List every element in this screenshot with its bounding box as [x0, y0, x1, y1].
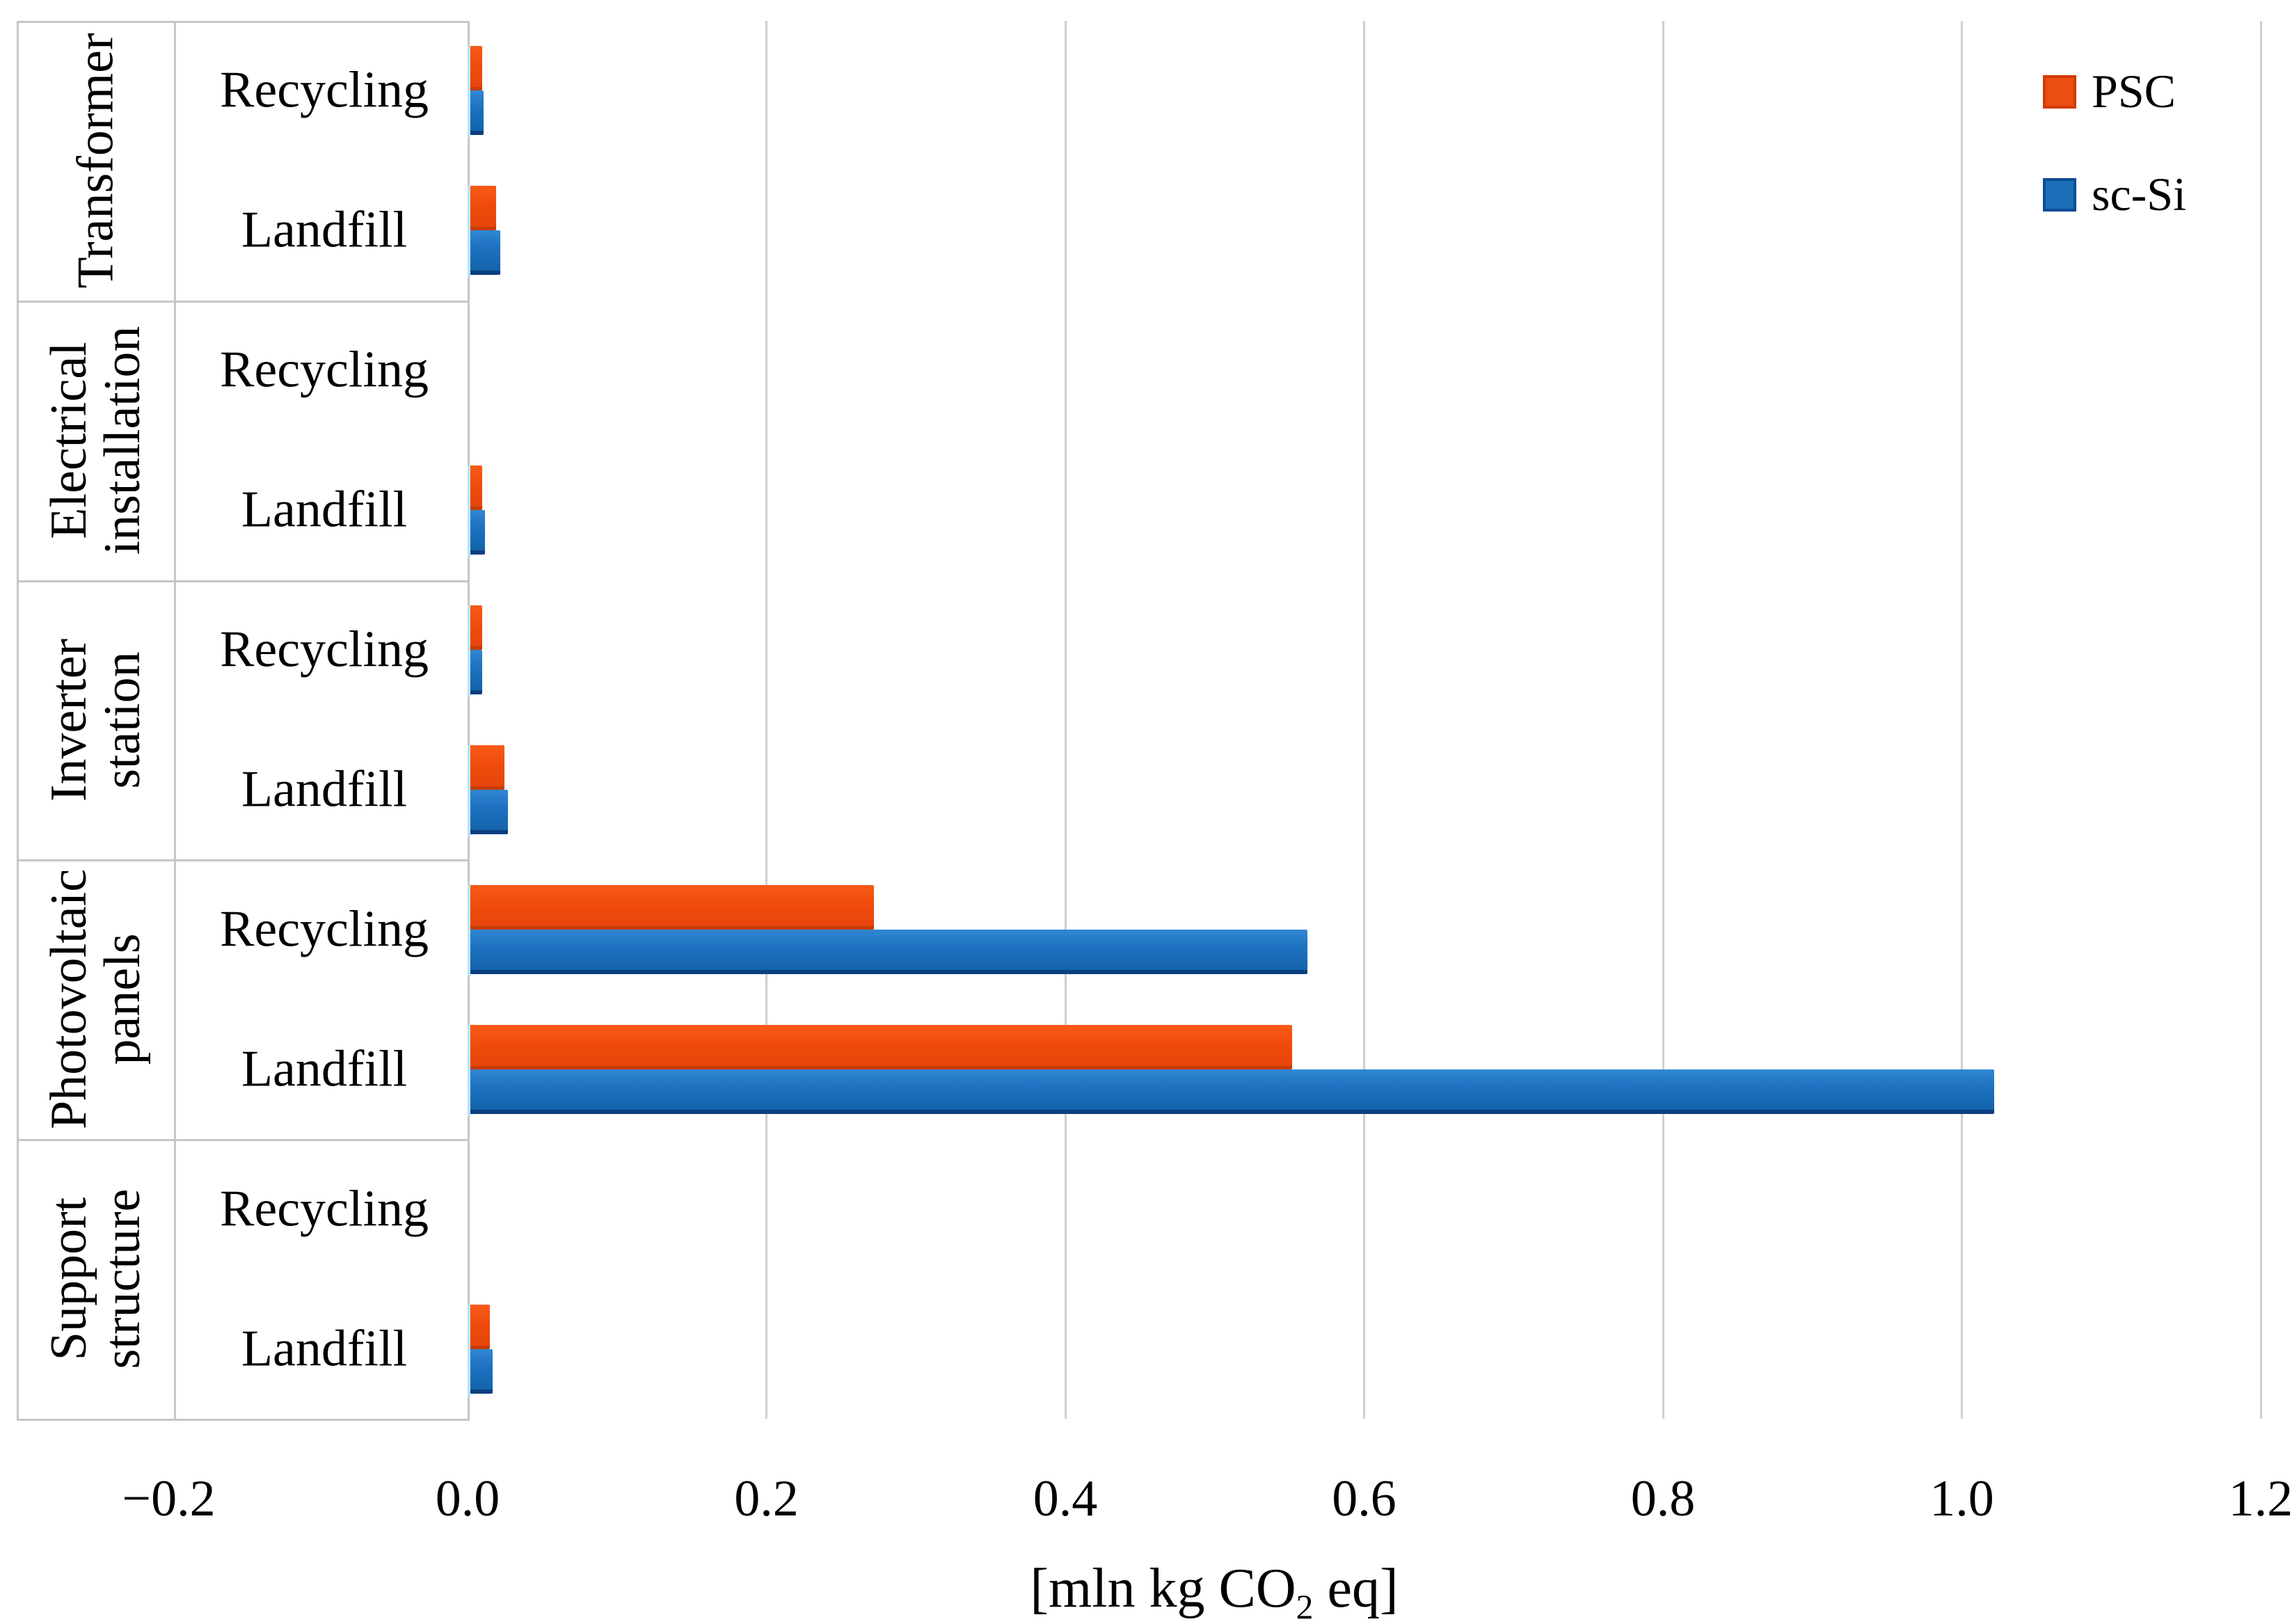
row-label-recycling-3: Recycling	[219, 900, 429, 958]
panel-horizontal-line-5	[17, 1419, 470, 1421]
bar-start-edge	[468, 465, 470, 557]
x-tick-0.8: 0.8	[1630, 1470, 1696, 1527]
panel-vertical-line-0	[17, 21, 19, 1421]
gridline-x-0.4	[1064, 21, 1067, 1419]
gridline-x-0.8	[1662, 21, 1664, 1419]
legend-item-scsi: sc-Si	[2043, 167, 2186, 222]
x-tick-0.0: 0.0	[435, 1470, 500, 1527]
panel-vertical-line-1	[174, 21, 176, 1421]
bar-scsi-transformer-landfill	[470, 230, 500, 275]
legend-label-psc: PSC	[2092, 65, 2176, 118]
bar-scsi-photovoltaic-panels-recycling	[470, 930, 1307, 974]
row-label-recycling-4: Recycling	[219, 1180, 429, 1238]
x-tick-0.6: 0.6	[1332, 1470, 1396, 1527]
x-tick-1.0: 1.0	[1929, 1470, 1994, 1527]
gridline-x-0.6	[1363, 21, 1365, 1419]
group-label-electrical-installation: Electrical installation	[40, 326, 151, 555]
bar-start-edge	[468, 1025, 470, 1117]
panel-horizontal-line-0	[17, 21, 470, 23]
legend-label-scsi: sc-Si	[2092, 168, 2186, 221]
row-label-landfill-4: Landfill	[241, 1320, 408, 1378]
row-label-landfill-0: Landfill	[241, 201, 408, 259]
row-label-landfill-2: Landfill	[241, 761, 408, 818]
bar-start-edge	[468, 46, 470, 138]
row-label-landfill-1: Landfill	[241, 481, 408, 539]
gridline-x-1	[1961, 21, 1963, 1419]
bar-psc-photovoltaic-panels-recycling	[470, 885, 874, 930]
bar-scsi-inverter-station-recycling	[470, 650, 482, 694]
bar-scsi-transformer-recycling	[470, 90, 484, 135]
gridline-x-0.2	[765, 21, 767, 1419]
bar-start-edge	[468, 605, 470, 697]
bar-start-edge	[468, 745, 470, 837]
bar-psc-inverter-station-landfill	[470, 745, 504, 790]
x-tick-−0.2: −0.2	[122, 1470, 216, 1527]
row-label-recycling-0: Recycling	[219, 61, 429, 119]
group-label-inverter-station: Inverter station	[40, 638, 151, 802]
bar-start-edge	[468, 186, 470, 278]
group-label-transformer: Transformer	[67, 33, 125, 289]
group-label-support-structure: Support structure	[40, 1188, 151, 1369]
panel-horizontal-line-4	[17, 1139, 470, 1141]
bar-scsi-electrical-installation-landfill	[470, 510, 485, 555]
bar-psc-inverter-station-recycling	[470, 605, 482, 650]
scsi-color-swatch-icon	[2043, 177, 2076, 212]
x-axis-title-text: [mln kg CO	[1030, 1558, 1296, 1619]
panel-horizontal-line-1	[17, 301, 470, 303]
x-axis-title-suffix: eq]	[1313, 1558, 1399, 1619]
row-label-recycling-2: Recycling	[219, 621, 429, 678]
bar-scsi-inverter-station-landfill	[470, 790, 508, 834]
bar-psc-transformer-landfill	[470, 186, 496, 230]
group-label-photovoltaic-panels: Photovoltaic panels	[40, 869, 151, 1130]
x-tick-1.2: 1.2	[2228, 1470, 2292, 1527]
panel-vertical-line-2	[468, 21, 470, 1421]
row-label-landfill-3: Landfill	[241, 1040, 408, 1098]
bar-start-edge	[468, 885, 470, 977]
x-tick-0.4: 0.4	[1033, 1470, 1098, 1527]
psc-color-swatch-icon	[2043, 74, 2076, 109]
gridline-x-1.2	[2259, 21, 2262, 1419]
legend-item-psc: PSC	[2043, 64, 2176, 119]
bar-start-edge	[468, 1305, 470, 1396]
bar-scsi-support-structure-landfill	[470, 1349, 493, 1394]
bar-scsi-photovoltaic-panels-landfill	[470, 1069, 1994, 1114]
panel-horizontal-line-2	[17, 580, 470, 582]
bar-psc-support-structure-landfill	[470, 1305, 490, 1349]
row-label-recycling-1: Recycling	[219, 341, 429, 399]
bar-psc-electrical-installation-landfill	[470, 465, 482, 510]
x-axis-title-subscript: 2	[1296, 1588, 1314, 1624]
x-axis-title: [mln kg CO2 eq]	[1030, 1557, 1398, 1624]
bar-psc-transformer-recycling	[470, 46, 482, 90]
bar-psc-photovoltaic-panels-landfill	[470, 1025, 1292, 1069]
panel-horizontal-line-3	[17, 859, 470, 861]
x-tick-0.2: 0.2	[734, 1470, 799, 1527]
